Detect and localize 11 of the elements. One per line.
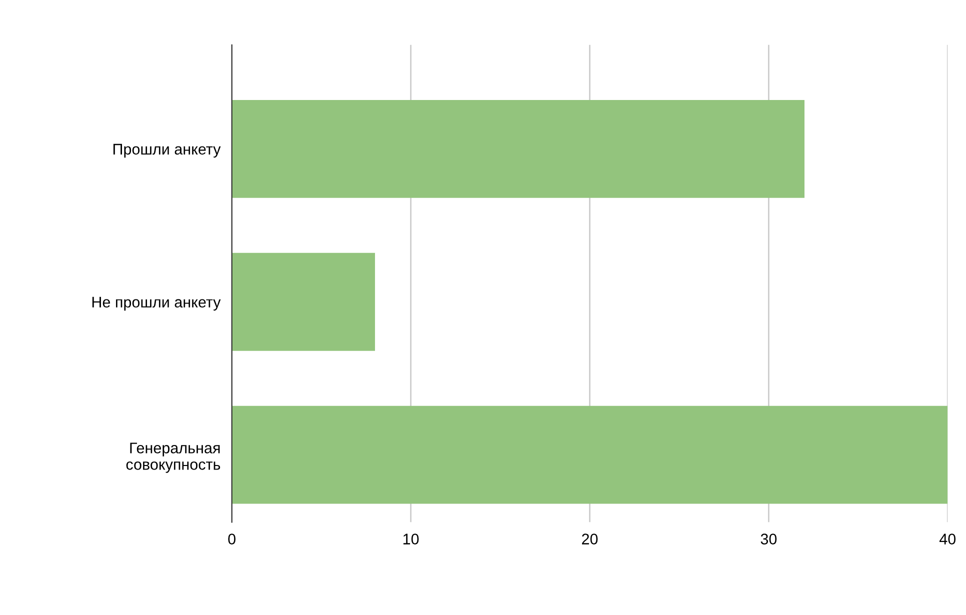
bar xyxy=(232,406,948,504)
x-tick-label: 40 xyxy=(940,534,956,544)
y-tick-label: Генеральная совокупность xyxy=(126,442,220,473)
bar xyxy=(232,252,375,351)
y-tick-label: Не прошли анкету xyxy=(92,296,221,311)
bar xyxy=(232,100,804,198)
x-tick-label: 10 xyxy=(403,534,419,544)
y-tick-label: Прошли анкету xyxy=(113,144,221,158)
x-tick-label: 30 xyxy=(760,534,777,544)
x-tick-label: 0 xyxy=(228,534,236,544)
x-tick-label: 20 xyxy=(582,534,598,544)
